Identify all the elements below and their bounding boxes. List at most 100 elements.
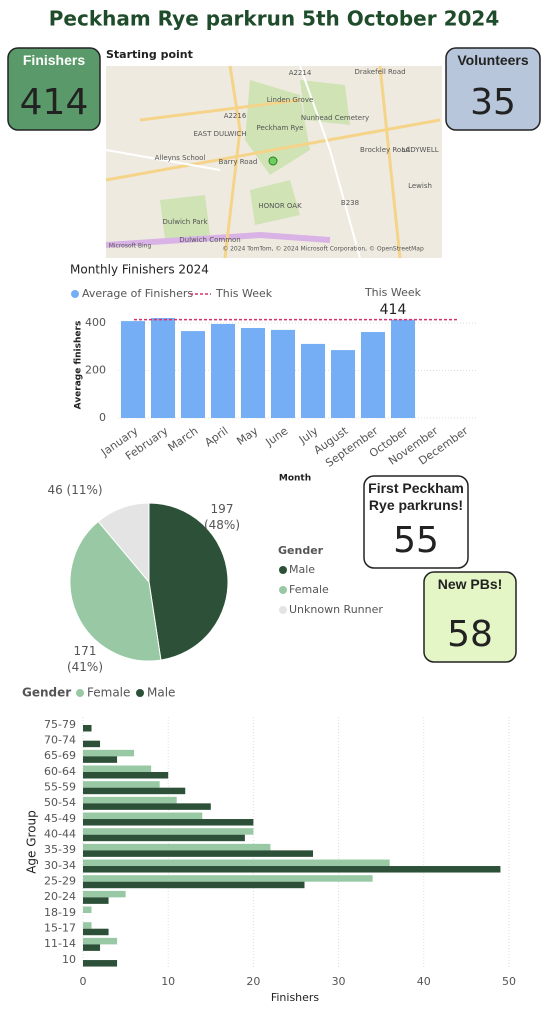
bar bbox=[271, 329, 295, 418]
card-label-box: First Peckham Rye parkruns! bbox=[368, 480, 464, 513]
bar bbox=[83, 781, 160, 788]
x-tick-label: March bbox=[166, 424, 201, 454]
map-label: LADYWELL bbox=[401, 146, 438, 154]
bar bbox=[83, 937, 118, 945]
y-axis-title: Average finishers bbox=[74, 321, 84, 410]
bar bbox=[83, 890, 126, 898]
map-label: Barry Road bbox=[219, 158, 258, 166]
bar bbox=[301, 343, 325, 418]
card-label-box: Volunteers bbox=[457, 52, 529, 68]
map-road bbox=[105, 65, 441, 259]
map-label: A2216 bbox=[224, 112, 247, 120]
y-tick-label: 55-59 bbox=[44, 781, 76, 794]
bar bbox=[83, 834, 245, 842]
map-label: Dulwich Park bbox=[162, 218, 208, 226]
bar bbox=[83, 756, 118, 763]
card-value: 58 bbox=[447, 614, 493, 655]
map-park bbox=[300, 80, 350, 125]
legend-label: Female bbox=[289, 583, 329, 596]
card-value: 55 bbox=[393, 520, 439, 561]
bar bbox=[391, 319, 415, 418]
bar bbox=[83, 828, 254, 835]
map-label: Peckham Rye bbox=[257, 124, 304, 132]
map bbox=[105, 65, 442, 259]
legend-label: Average of Finishers bbox=[82, 287, 193, 300]
bar bbox=[83, 875, 373, 882]
y-tick-label: 0 bbox=[99, 411, 106, 424]
data-label: 171 (41%) bbox=[66, 644, 104, 674]
map-label: EAST DULWICH bbox=[193, 130, 246, 138]
bar bbox=[83, 772, 169, 779]
legend-label: Female bbox=[87, 686, 130, 700]
y-tick-label: 75-79 bbox=[44, 718, 76, 731]
map-title: Starting point bbox=[106, 48, 193, 61]
bar bbox=[83, 843, 271, 851]
chart-title: Monthly Finishers 2024 bbox=[70, 263, 209, 277]
map-label: Microsoft Bing bbox=[109, 243, 152, 250]
bar bbox=[83, 960, 118, 967]
map-label: Dulwich Common bbox=[179, 236, 240, 244]
bar bbox=[83, 812, 203, 820]
card-value: 35 bbox=[470, 82, 516, 123]
y-tick-label: 400 bbox=[85, 316, 106, 329]
x-tick-label: 30 bbox=[332, 975, 346, 988]
pie-slice bbox=[97, 502, 150, 584]
pie-slice bbox=[148, 502, 229, 661]
bar bbox=[83, 803, 211, 810]
y-tick-label: 18-19 bbox=[44, 906, 76, 919]
bar bbox=[241, 327, 265, 418]
y-tick-label: 45-49 bbox=[44, 812, 76, 825]
legend-label: Male bbox=[147, 686, 175, 700]
bar bbox=[83, 922, 92, 929]
x-axis-title: Month bbox=[279, 474, 311, 484]
bar bbox=[83, 819, 254, 826]
bar bbox=[83, 928, 109, 936]
y-tick-label: 30-34 bbox=[44, 859, 76, 872]
start-marker bbox=[268, 156, 278, 166]
legend-marker bbox=[76, 689, 84, 697]
card bbox=[363, 475, 469, 569]
map-label: A2214 bbox=[289, 69, 312, 77]
bar bbox=[83, 866, 501, 873]
x-tick-label: May bbox=[234, 424, 260, 448]
bar bbox=[83, 749, 135, 757]
y-tick-label: 40-44 bbox=[44, 828, 76, 841]
y-tick-label: 70-74 bbox=[44, 734, 76, 747]
data-label-box: 171 (41%) bbox=[66, 644, 104, 674]
legend-label: Unknown Runner bbox=[289, 603, 383, 616]
card-label: New PBs! bbox=[437, 576, 503, 592]
y-tick-label: 60-64 bbox=[44, 765, 76, 778]
map-label: Drakefell Road bbox=[354, 68, 405, 76]
card-label: Volunteers bbox=[457, 52, 529, 68]
y-tick-label: 35-39 bbox=[44, 843, 76, 856]
bar bbox=[83, 725, 92, 732]
x-tick-label: 20 bbox=[246, 975, 260, 988]
bar bbox=[181, 331, 205, 418]
legend-label: This Week bbox=[215, 287, 273, 300]
map-label: © 2024 TomTom, © 2024 Microsoft Corporat… bbox=[222, 246, 424, 253]
bar bbox=[121, 321, 145, 418]
x-tick-label: June bbox=[263, 424, 291, 449]
map-park bbox=[160, 195, 210, 240]
y-tick-label: 20-24 bbox=[44, 890, 76, 903]
legend-marker bbox=[279, 606, 287, 614]
map-label: Nunhead Cemetery bbox=[301, 114, 369, 122]
map-park bbox=[250, 180, 300, 225]
bar bbox=[83, 740, 101, 748]
bar bbox=[211, 323, 235, 418]
card-value: 414 bbox=[20, 82, 89, 123]
bar bbox=[83, 897, 109, 904]
map-label: Alleyns School bbox=[155, 154, 206, 162]
page-title: Peckham Rye parkrun 5th October 2024 bbox=[49, 7, 499, 31]
y-tick-label: 10 bbox=[62, 953, 76, 966]
data-label-box: 46 (11%) bbox=[47, 483, 102, 497]
bar bbox=[83, 881, 305, 889]
legend-marker bbox=[136, 689, 144, 697]
map-label: Lewish bbox=[408, 182, 432, 190]
y-tick-label: 25-29 bbox=[44, 875, 76, 888]
bar bbox=[83, 796, 177, 804]
legend-title: Gender bbox=[22, 686, 71, 700]
map-road bbox=[105, 231, 331, 248]
bar bbox=[83, 850, 314, 857]
card-label-box: New PBs! bbox=[437, 576, 503, 592]
